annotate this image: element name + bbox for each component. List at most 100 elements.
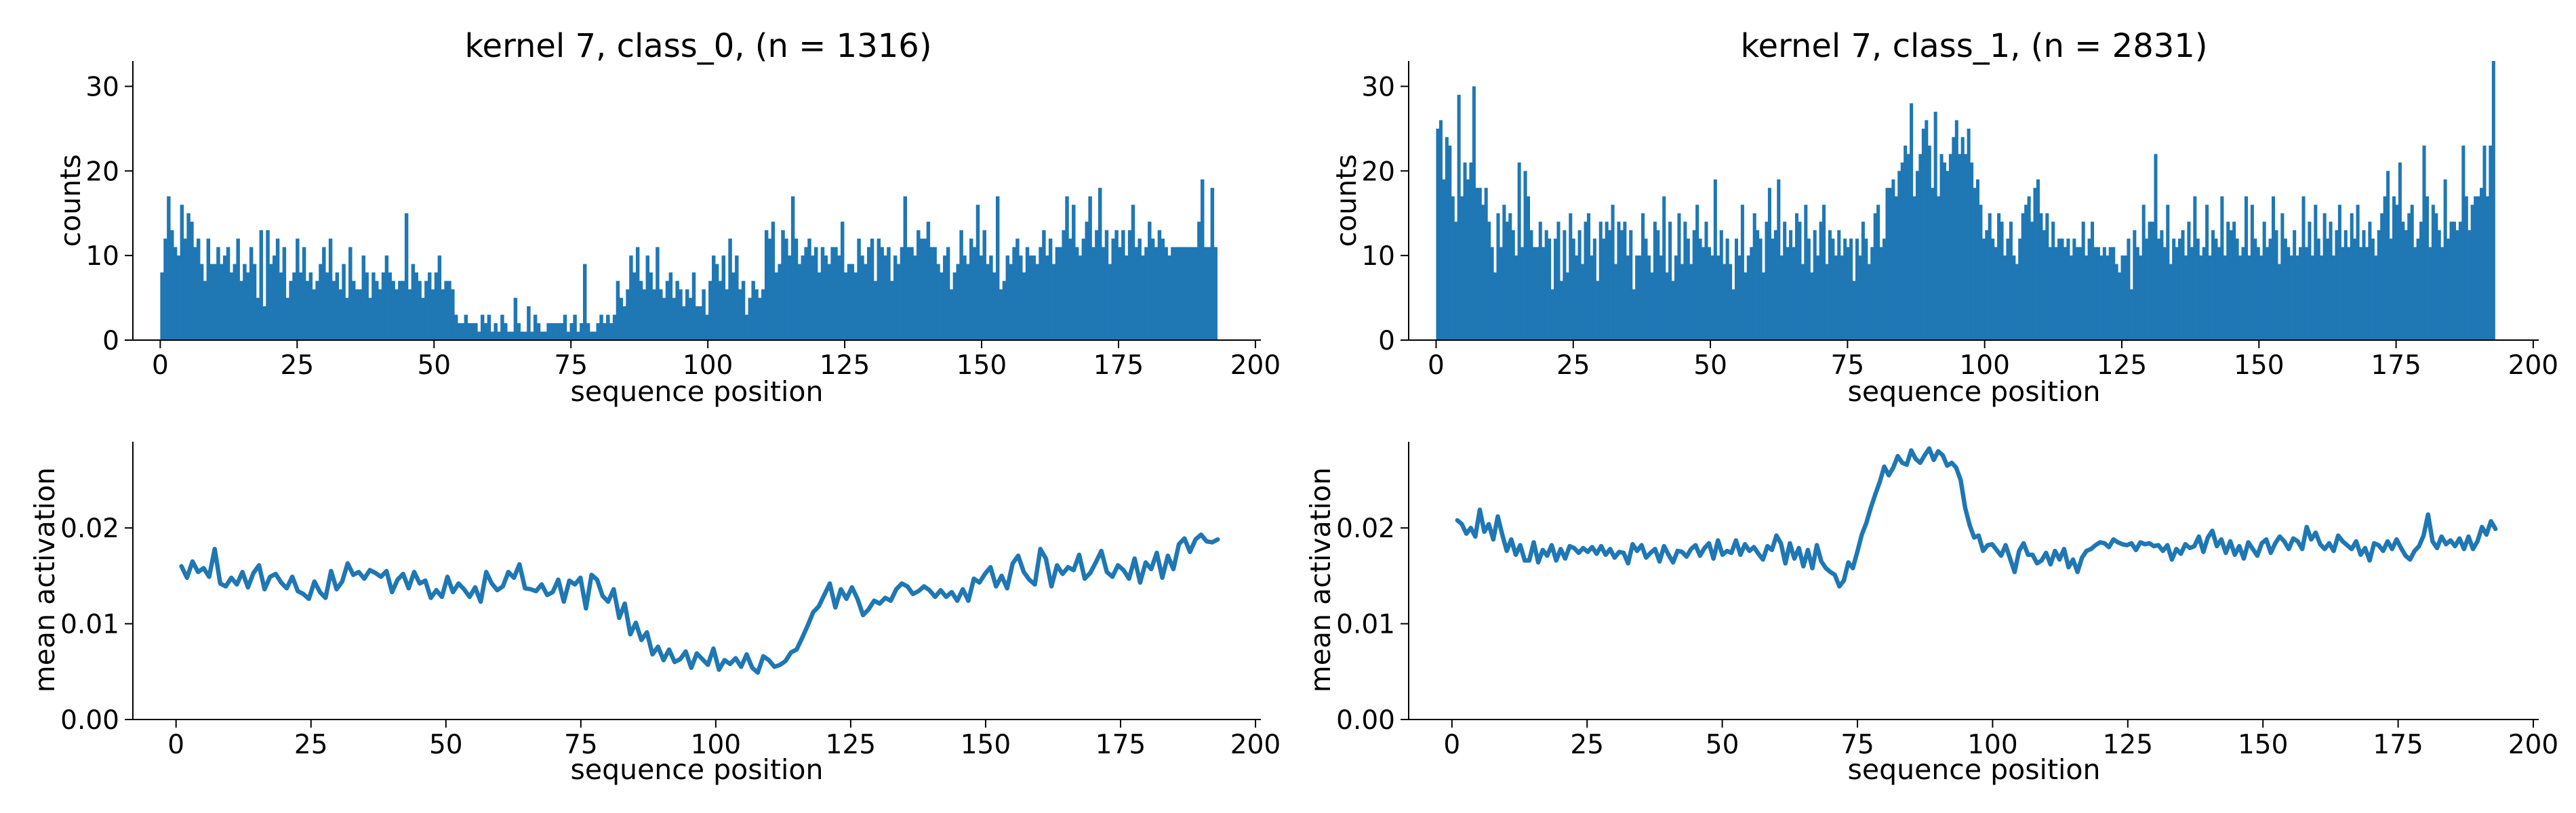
- histogram-bar: [451, 289, 455, 340]
- histogram-bar: [1190, 247, 1194, 340]
- histogram-bar: [1900, 162, 1904, 340]
- histogram-bar: [767, 238, 772, 340]
- histogram-bar: [992, 272, 997, 340]
- histogram-bar: [2054, 247, 2058, 340]
- histogram-bar: [2021, 213, 2025, 340]
- histogram-bar: [454, 314, 458, 340]
- histogram-bar: [1535, 247, 1539, 340]
- histogram-bar: [1569, 213, 1573, 340]
- x-tick-label: 150: [2234, 350, 2284, 381]
- histogram-bar: [1138, 238, 1142, 340]
- histogram-bar: [2322, 213, 2327, 340]
- histogram-bar: [1207, 247, 1211, 340]
- histogram-bar: [252, 264, 257, 340]
- histogram-bar: [1849, 238, 1853, 340]
- histogram-bar: [1671, 280, 1675, 340]
- histogram-bar: [2112, 247, 2116, 340]
- histogram-bar: [2401, 222, 2405, 340]
- histogram-bar: [1457, 94, 1461, 340]
- histogram-bar: [1979, 205, 1983, 340]
- histogram-bar: [893, 255, 898, 340]
- histogram-bar: [685, 289, 689, 340]
- histogram-bar: [325, 272, 329, 340]
- histogram-bar: [2335, 230, 2339, 340]
- histogram-bar: [1012, 247, 1016, 340]
- histogram-bar: [239, 280, 243, 340]
- histogram-bar: [1538, 222, 1542, 340]
- histogram-bar: [758, 297, 762, 340]
- histogram-bar: [900, 247, 904, 340]
- histogram-bar: [811, 255, 815, 340]
- histogram-bar: [1710, 255, 1714, 340]
- histogram-bar: [1121, 230, 1125, 340]
- histogram-bar: [559, 323, 564, 340]
- panel-class0-mean-activation: 0 25 50 75 100 125 150 175 200 0.00 0.01 0.02 seque…: [28, 442, 1281, 786]
- histogram-bar: [2468, 230, 2472, 340]
- histogram-bar: [1822, 205, 1826, 340]
- histogram-bar: [1765, 222, 1769, 340]
- histogram-bar: [2316, 238, 2320, 340]
- histogram-bar: [2081, 222, 2085, 340]
- histogram-bar: [599, 314, 603, 340]
- histogram-bar: [497, 331, 501, 340]
- histogram-bar: [906, 247, 910, 340]
- histogram-bar: [371, 272, 376, 340]
- histogram-bar: [1825, 264, 1829, 340]
- histogram-bar: [820, 247, 825, 340]
- histogram-bar: [2096, 247, 2100, 340]
- histogram-bar: [2320, 255, 2324, 340]
- histogram-bar: [1626, 255, 1630, 340]
- histogram-bar: [1623, 222, 1627, 340]
- histogram-bar: [395, 289, 399, 340]
- histogram-bar: [1605, 222, 1609, 340]
- histogram-bar: [2368, 222, 2372, 340]
- histogram-bar: [1617, 222, 1621, 340]
- histogram-bar: [1445, 137, 1449, 341]
- histogram-bar: [299, 272, 303, 340]
- histogram-bar: [1571, 238, 1575, 340]
- histogram-bar: [645, 255, 650, 340]
- histogram-bar: [2489, 145, 2493, 340]
- histogram-bar: [837, 255, 841, 340]
- histogram-bar: [246, 272, 250, 340]
- x-tick-label: 75: [1840, 730, 1874, 760]
- histogram-bar: [315, 280, 319, 340]
- line-series: [1455, 446, 2498, 589]
- histogram-bar: [635, 247, 640, 340]
- histogram-bar: [282, 247, 287, 340]
- histogram-bar: [1638, 255, 1642, 340]
- histogram-bar: [1855, 238, 1859, 340]
- histogram-bar: [2087, 238, 2091, 340]
- histogram-bar: [2012, 255, 2016, 340]
- y-axis-label: counts: [1330, 154, 1363, 247]
- histogram-bar: [1960, 137, 1965, 341]
- histogram-bar: [1144, 247, 1148, 340]
- histogram-bar: [946, 247, 950, 340]
- histogram-bar: [2280, 213, 2285, 340]
- histogram-bar: [1756, 230, 1760, 340]
- histogram-bar: [2133, 230, 2137, 340]
- histogram-bar: [1019, 255, 1023, 340]
- histogram-bar: [788, 255, 792, 340]
- histogram-bar: [1716, 255, 1720, 340]
- histogram-bar: [1556, 222, 1561, 340]
- histogram-bar: [1529, 230, 1533, 340]
- histogram-bar: [266, 230, 270, 340]
- mean-activation-line: [1455, 446, 2498, 589]
- histogram-bar: [434, 272, 439, 340]
- histogram-bar: [411, 264, 416, 340]
- histogram-bar: [460, 323, 465, 340]
- histogram-bar: [2419, 222, 2423, 340]
- histogram-bar: [2431, 205, 2435, 340]
- histogram-bar: [2160, 230, 2164, 340]
- histogram-bar: [2078, 247, 2082, 340]
- histogram-bar: [1451, 196, 1455, 340]
- histogram-bar: [335, 272, 340, 340]
- x-tick-label: 175: [2373, 730, 2423, 760]
- histogram-bar: [1111, 238, 1115, 340]
- histogram-bar: [480, 314, 485, 340]
- histogram-bar: [857, 238, 861, 340]
- histogram-bar: [1203, 247, 1208, 340]
- histogram-bar: [639, 280, 643, 340]
- y-tick-label: 20: [1361, 157, 1395, 187]
